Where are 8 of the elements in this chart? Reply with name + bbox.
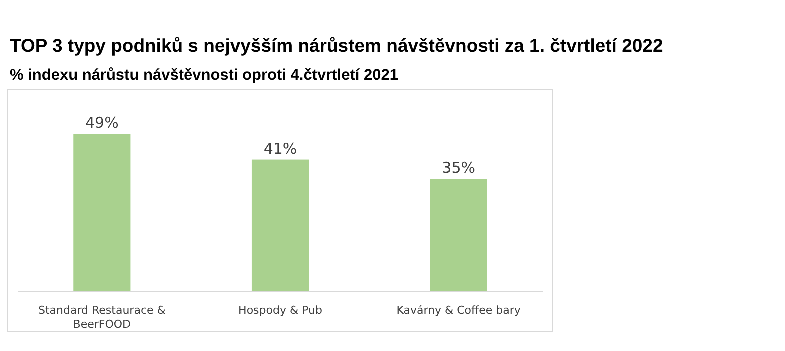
chart-subtitle: % indexu nárůstu návštěvnosti oproti 4.čtvrtletí 2021 (10, 67, 399, 84)
data-label: 35% (442, 159, 476, 178)
x-tick-label: Kavárny & Coffee bary (396, 304, 522, 317)
data-label: 41% (264, 140, 298, 158)
chart-title: TOP 3 typy podniků s nejvyšším nárůstem návštěvnosti za 1. čtvrtletí 2022 (10, 35, 664, 56)
data-label: 49% (85, 114, 119, 132)
x-tick-label: Hospody & Pub (238, 304, 322, 317)
x-tick-label: Standard Restaurace & BeerFOOD (38, 304, 166, 331)
